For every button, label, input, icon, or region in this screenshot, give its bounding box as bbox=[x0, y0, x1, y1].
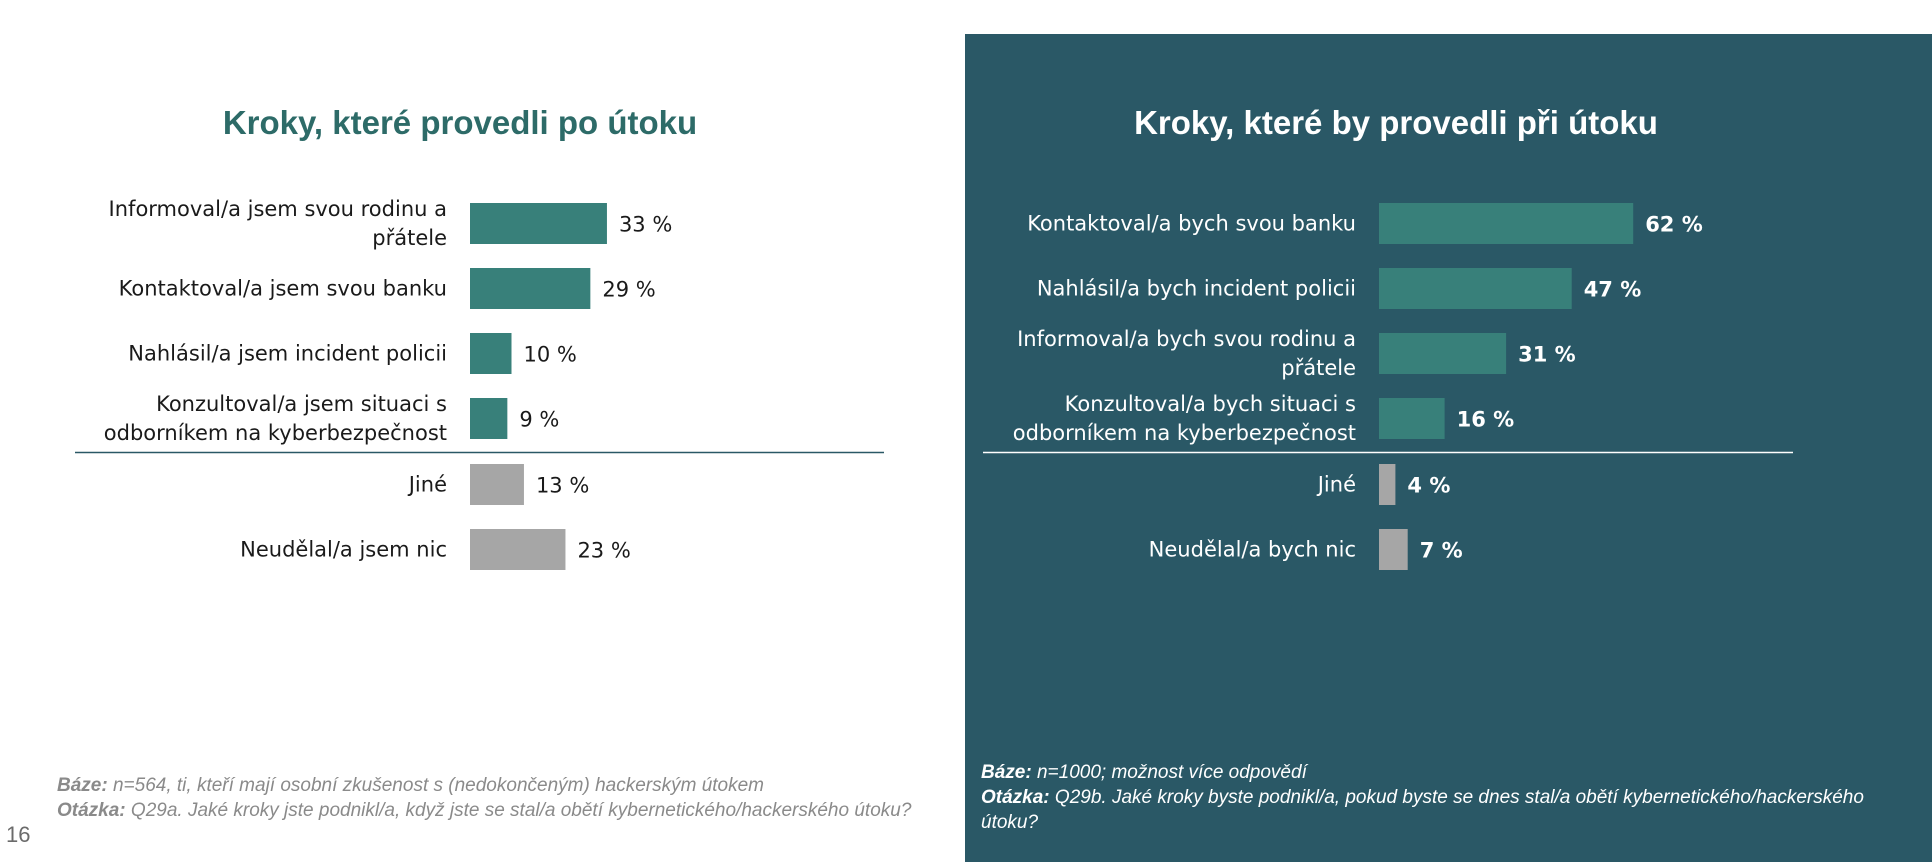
data-label: 62 % bbox=[1645, 213, 1703, 237]
bar bbox=[470, 333, 512, 374]
category-label-line: Jiné bbox=[407, 473, 447, 497]
category-label: Kontaktoval/a bych svou banku bbox=[1027, 212, 1356, 236]
base-text: n=564, ti, kteří mají osobní zkušenost s… bbox=[107, 775, 765, 796]
left-chart-title: Kroky, které provedli po útoku bbox=[222, 104, 698, 141]
left-footnote: Báze: n=564, ti, kteří mají osobní zkuše… bbox=[57, 773, 937, 823]
bar bbox=[470, 464, 524, 505]
right-bar-chart: Kontaktoval/a bych svou banku 62 % Nahlási… bbox=[983, 203, 1793, 570]
category-label-line: Konzultoval/a bych situaci s bbox=[1065, 392, 1356, 416]
category-label-line: Jiné bbox=[1316, 473, 1356, 497]
data-label: 16 % bbox=[1457, 408, 1515, 432]
base-label: Báze: bbox=[981, 762, 1032, 783]
category-label: Neudělal/a bych nic bbox=[1149, 538, 1356, 562]
data-label: 23 % bbox=[577, 539, 630, 563]
bar bbox=[1379, 268, 1572, 309]
category-label-line: Neudělal/a jsem nic bbox=[240, 538, 447, 562]
category-label: Nahlásil/a jsem incident policii bbox=[128, 342, 447, 366]
category-label: Kontaktoval/a jsem svou banku bbox=[119, 277, 447, 301]
category-label: Nahlásil/a bych incident policii bbox=[1037, 277, 1356, 301]
category-label-line: přátele bbox=[1281, 356, 1356, 380]
left-bar-chart: Informoval/a jsem svou rodinu a přátele 33… bbox=[75, 197, 884, 570]
category-label: Konzultoval/a bych situaci s odborníkem n… bbox=[1013, 392, 1356, 445]
question-text: Q29a. Jaké kroky jste podnikl/a, když js… bbox=[125, 800, 912, 821]
bar bbox=[1379, 464, 1396, 505]
right-panel: Kroky, které by provedli při útoku Konta… bbox=[965, 34, 1932, 862]
bar bbox=[1379, 203, 1634, 244]
bar bbox=[1379, 398, 1445, 439]
right-chart-title: Kroky, které by provedli při útoku bbox=[1134, 104, 1658, 141]
bar bbox=[1379, 333, 1507, 374]
question-label: Otázka: bbox=[57, 800, 126, 821]
base-label: Báze: bbox=[57, 775, 108, 796]
data-label: 31 % bbox=[1518, 343, 1576, 367]
data-label: 29 % bbox=[602, 278, 655, 302]
data-label: 10 % bbox=[524, 343, 577, 367]
category-label-line: odborníkem na kyberbezpečnost bbox=[1013, 421, 1356, 445]
bar bbox=[470, 398, 508, 439]
right-question-note: Otázka: Q29b. Jaké kroky byste podnikl/a… bbox=[981, 785, 1911, 835]
left-base-note: Báze: n=564, ti, kteří mají osobní zkuše… bbox=[57, 773, 937, 798]
category-label-line: Informoval/a bych svou rodinu a bbox=[1017, 327, 1356, 351]
category-label-line: Konzultoval/a jsem situaci s bbox=[156, 392, 447, 416]
category-label: Jiné bbox=[1316, 473, 1356, 497]
category-label-line: Nahlásil/a bych incident policii bbox=[1037, 277, 1356, 301]
category-label: Informoval/a jsem svou rodinu a přátele bbox=[109, 197, 447, 250]
base-text: n=1000; možnost více odpovědí bbox=[1031, 762, 1307, 783]
category-label-line: Neudělal/a bych nic bbox=[1149, 538, 1356, 562]
category-label-line: přátele bbox=[372, 226, 447, 250]
question-text: Q29b. Jaké kroky byste podnikl/a, pokud … bbox=[981, 787, 1864, 833]
left-panel: Kroky, které provedli po útoku Informova… bbox=[0, 0, 965, 862]
category-label-line: Kontaktoval/a bych svou banku bbox=[1027, 212, 1356, 236]
data-label: 7 % bbox=[1420, 539, 1463, 563]
data-label: 9 % bbox=[519, 408, 559, 432]
page-number: 16 bbox=[6, 822, 31, 847]
right-base-note: Báze: n=1000; možnost více odpovědí bbox=[981, 760, 1911, 785]
bar bbox=[1379, 529, 1408, 570]
bar bbox=[470, 529, 566, 570]
category-label: Neudělal/a jsem nic bbox=[240, 538, 447, 562]
category-label-line: Nahlásil/a jsem incident policii bbox=[128, 342, 447, 366]
right-footnote: Báze: n=1000; možnost více odpovědí Otáz… bbox=[981, 760, 1911, 835]
bar bbox=[470, 203, 607, 244]
question-label: Otázka: bbox=[981, 787, 1050, 808]
category-label-line: odborníkem na kyberbezpečnost bbox=[104, 421, 447, 445]
category-label: Informoval/a bych svou rodinu a přátele bbox=[1017, 327, 1356, 380]
bar bbox=[470, 268, 591, 309]
category-label-line: Informoval/a jsem svou rodinu a bbox=[109, 197, 447, 221]
category-label: Jiné bbox=[407, 473, 447, 497]
data-label: 33 % bbox=[619, 213, 672, 237]
data-label: 47 % bbox=[1584, 278, 1642, 302]
data-label: 13 % bbox=[536, 474, 589, 498]
left-question-note: Otázka: Q29a. Jaké kroky jste podnikl/a,… bbox=[57, 798, 937, 823]
data-label: 4 % bbox=[1407, 474, 1450, 498]
category-label: Konzultoval/a jsem situaci s odborníkem n… bbox=[104, 392, 447, 445]
category-label-line: Kontaktoval/a jsem svou banku bbox=[119, 277, 447, 301]
